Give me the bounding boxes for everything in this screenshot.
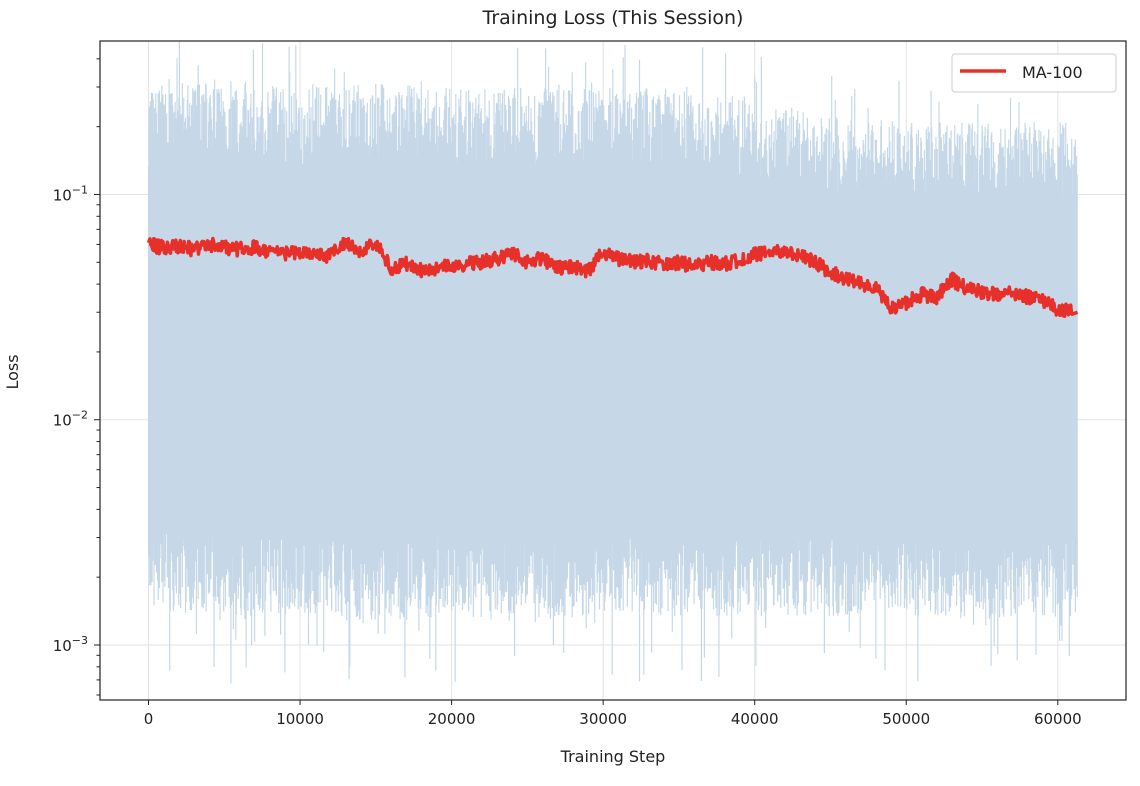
raw-loss-line bbox=[147, 41, 1078, 684]
x-tick-label: 20000 bbox=[428, 710, 476, 728]
x-tick-label: 0 bbox=[144, 710, 154, 728]
x-tick-label: 10000 bbox=[276, 710, 324, 728]
ma-100-line bbox=[146, 236, 1079, 318]
y-axis: 10−1 10−2 10−3 bbox=[53, 58, 100, 696]
x-tick-label: 60000 bbox=[1034, 710, 1082, 728]
legend-label: MA-100 bbox=[1022, 63, 1083, 82]
x-tick-label: 40000 bbox=[731, 710, 779, 728]
x-tick-label: 30000 bbox=[579, 710, 627, 728]
x-axis-label: Training Step bbox=[560, 747, 666, 766]
raw-loss-band bbox=[147, 41, 1078, 684]
x-tick-label: 50000 bbox=[882, 710, 930, 728]
plot-frame bbox=[99, 40, 1127, 701]
legend-box bbox=[951, 53, 1117, 93]
chart-title: Training Loss (This Session) bbox=[482, 7, 744, 29]
y-tick-label: 10−2 bbox=[53, 409, 88, 430]
y-axis-label: Loss bbox=[3, 354, 22, 389]
ma-series bbox=[146, 236, 1079, 318]
y-tick-label: 10−1 bbox=[53, 183, 88, 204]
legend: MA-100 bbox=[951, 53, 1117, 93]
x-axis: 0 10000 20000 30000 40000 50000 60000 bbox=[144, 700, 1082, 728]
y-tick-label: 10−3 bbox=[53, 634, 88, 655]
